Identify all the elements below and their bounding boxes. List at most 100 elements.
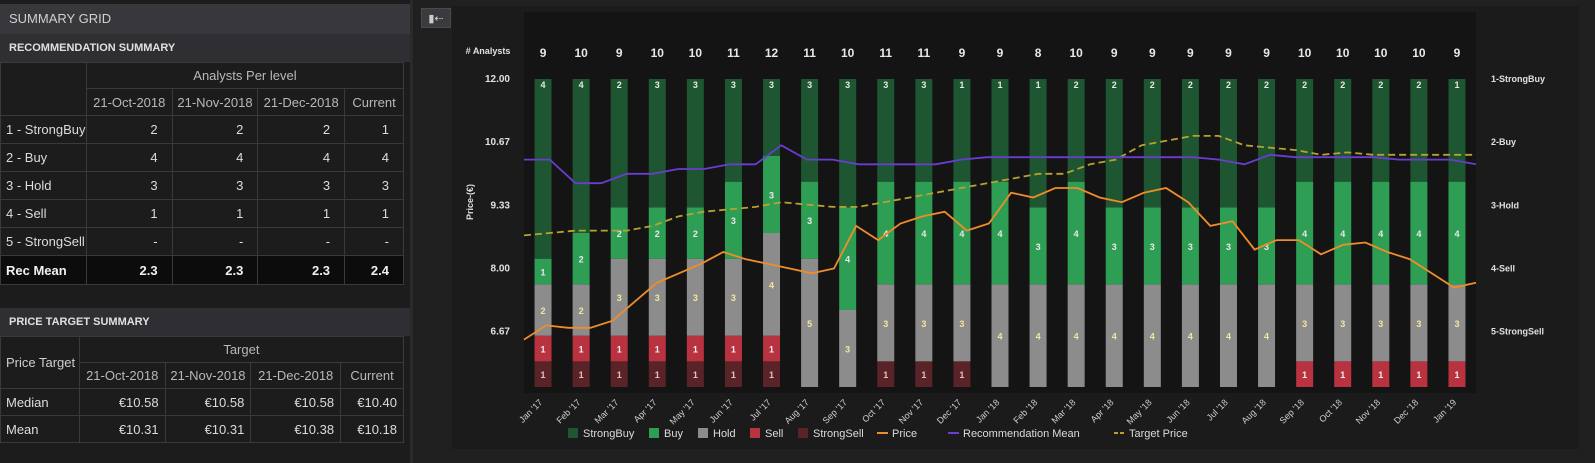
bar-strongbuy bbox=[1296, 79, 1314, 182]
bar-sell bbox=[1448, 361, 1466, 387]
bar-value-label: 2 bbox=[617, 229, 622, 239]
bar-buy bbox=[1181, 207, 1199, 285]
rec-table-row: 4 - Sell 1 1 1 1 bbox=[0, 199, 404, 228]
bar-value-label: 3 bbox=[769, 191, 774, 201]
bar-value-label: 2 bbox=[1188, 80, 1193, 90]
bar-hold bbox=[724, 258, 742, 336]
legend-swatch-hold bbox=[698, 428, 708, 438]
legend-label: StrongSell bbox=[813, 428, 864, 440]
bar-strongbuy bbox=[1219, 79, 1237, 208]
bar-strongbuy bbox=[1410, 79, 1428, 182]
bar-hold bbox=[991, 284, 1009, 387]
rec-value-cell: 1 bbox=[171, 199, 259, 228]
pt-value-cell: €10.38 bbox=[250, 415, 342, 443]
bar-buy bbox=[1296, 181, 1314, 285]
collapse-panel-icon: ▮⇠ bbox=[428, 13, 444, 25]
bar-hold bbox=[1067, 284, 1085, 387]
bar-sell bbox=[648, 335, 666, 362]
analyst-count-label: 9 bbox=[1225, 46, 1232, 60]
y-tick-label: 10.67 bbox=[485, 137, 510, 148]
bar-strongbuy bbox=[724, 79, 742, 182]
bar-strongbuy bbox=[1372, 79, 1390, 182]
legend-label: Price bbox=[892, 428, 917, 440]
pt-column-header: 21-Nov-2018 bbox=[164, 362, 252, 389]
collapse-panel-button[interactable]: ▮⇠ bbox=[421, 8, 451, 28]
recommendation-table: Analysts Per level 21-Oct-2018 21-Nov-201… bbox=[0, 62, 405, 285]
bar-strongsell bbox=[648, 361, 666, 387]
bar-value-label: 3 bbox=[617, 293, 622, 303]
bar-value-label: 4 bbox=[845, 255, 850, 265]
bar-value-label: 3 bbox=[883, 80, 888, 90]
bar-value-label: 3 bbox=[769, 80, 774, 90]
x-tick-label: Jul '17 bbox=[748, 397, 773, 422]
bar-value-label: 3 bbox=[921, 80, 926, 90]
bar-buy bbox=[724, 181, 742, 259]
bar-value-label: 3 bbox=[1302, 319, 1307, 329]
price-target-summary-title: PRICE TARGET SUMMARY bbox=[0, 308, 410, 336]
rec-value-cell: 4 bbox=[171, 143, 259, 172]
bar-value-label: 2 bbox=[617, 80, 622, 90]
summary-grid-title: SUMMARY GRID bbox=[0, 4, 410, 34]
recommendation-mean-line bbox=[524, 144, 1477, 185]
analyst-count-label: 10 bbox=[1374, 46, 1388, 60]
rec-column-headers: 21-Oct-2018 21-Nov-2018 21-Dec-2018 Current bbox=[1, 88, 404, 116]
bar-value-label: 4 bbox=[1188, 332, 1193, 342]
bar-value-label: 3 bbox=[655, 293, 660, 303]
bar-value-label: 1 bbox=[617, 345, 622, 355]
pt-column-header: 21-Oct-2018 bbox=[78, 362, 166, 389]
bar-value-label: 2 bbox=[1416, 80, 1421, 90]
bar-value-label: 3 bbox=[731, 293, 736, 303]
bar-value-label: 1 bbox=[959, 80, 964, 90]
bar-value-label: 1 bbox=[541, 268, 546, 278]
bar-strongsell bbox=[724, 361, 742, 387]
x-tick-label: Mar '17 bbox=[593, 397, 621, 425]
bar-value-label: 4 bbox=[1036, 332, 1041, 342]
x-tick-label: Jan '19 bbox=[1431, 397, 1458, 424]
bar-strongbuy bbox=[953, 79, 971, 182]
bar-buy bbox=[1410, 181, 1428, 285]
bar-strongsell bbox=[686, 361, 704, 387]
y-tick-label: 8.00 bbox=[491, 264, 511, 275]
bar-value-label: 4 bbox=[1264, 332, 1269, 342]
rec-mean-value: 2.3 bbox=[171, 255, 259, 285]
bar-value-label: 1 bbox=[1454, 370, 1459, 380]
bar-value-label: 1 bbox=[579, 345, 584, 355]
bar-value-label: 1 bbox=[997, 80, 1002, 90]
rec-row-label: 4 - Sell bbox=[0, 199, 87, 228]
right-axis-label: 2-Buy bbox=[1491, 137, 1516, 147]
bar-sell bbox=[686, 335, 704, 362]
bar-strongbuy bbox=[648, 79, 666, 208]
bar-value-label: 4 bbox=[1378, 229, 1383, 239]
right-axis-label: 5-StrongSell bbox=[1491, 327, 1544, 337]
rec-row-label: 5 - StrongSell bbox=[0, 227, 87, 256]
bar-value-label: 3 bbox=[1340, 319, 1345, 329]
rec-table-row: 2 - Buy 4 4 4 4 bbox=[0, 143, 404, 172]
y-axis-title: Price-(€) bbox=[465, 184, 475, 220]
x-tick-label: Nov '18 bbox=[1354, 397, 1382, 425]
x-tick-label: May '17 bbox=[668, 397, 697, 426]
bar-value-label: 3 bbox=[693, 293, 698, 303]
rec-table-row: 3 - Hold 3 3 3 3 bbox=[0, 171, 404, 200]
bar-hold bbox=[1296, 284, 1314, 362]
bar-hold bbox=[915, 284, 933, 362]
bar-value-label: 2 bbox=[541, 306, 546, 316]
bar-value-label: 1 bbox=[1036, 80, 1041, 90]
legend-swatch-strongbuy bbox=[568, 428, 578, 438]
right-axis-label: 4-Sell bbox=[1491, 264, 1515, 274]
analyst-count-label: 10 bbox=[1336, 46, 1350, 60]
bar-value-label: 1 bbox=[1378, 370, 1383, 380]
bar-value-label: 4 bbox=[1454, 229, 1459, 239]
bar-hold bbox=[839, 310, 857, 387]
bar-buy bbox=[648, 207, 666, 259]
bar-sell bbox=[1372, 361, 1390, 387]
bar-strongbuy bbox=[839, 79, 857, 208]
rec-mean-value: 2.3 bbox=[257, 255, 346, 285]
legend-label: Target Price bbox=[1129, 428, 1188, 440]
x-tick-label: Oct '18 bbox=[1317, 397, 1344, 424]
bar-value-label: 3 bbox=[731, 216, 736, 226]
bar-buy bbox=[1258, 207, 1276, 285]
panel-divider[interactable] bbox=[410, 0, 413, 463]
bar-value-label: 3 bbox=[1112, 242, 1117, 252]
bar-value-label: 3 bbox=[921, 319, 926, 329]
x-tick-label: Mar '18 bbox=[1049, 397, 1077, 425]
